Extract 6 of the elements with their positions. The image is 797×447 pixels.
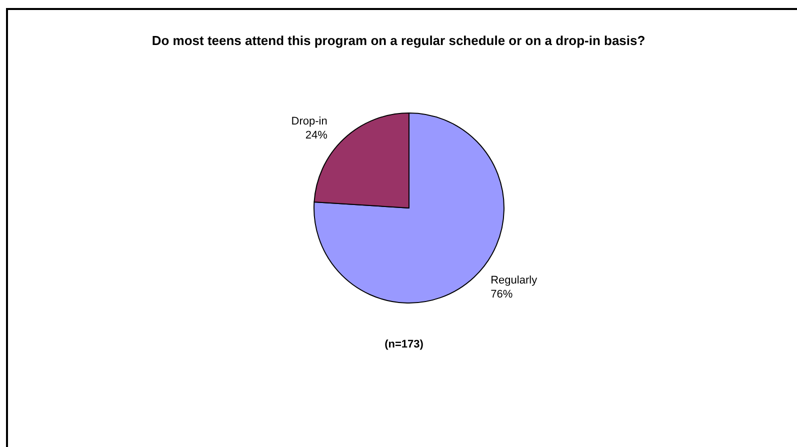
slice-label: Regularly xyxy=(490,274,538,286)
slice-label: Drop-in xyxy=(291,116,328,128)
chart-title: Do most teens attend this program on a regular schedule or on a drop-in basis? xyxy=(152,33,646,48)
data-label: 76% xyxy=(490,288,513,300)
text: (n=173) xyxy=(384,338,424,350)
data-label: 24% xyxy=(305,130,328,142)
